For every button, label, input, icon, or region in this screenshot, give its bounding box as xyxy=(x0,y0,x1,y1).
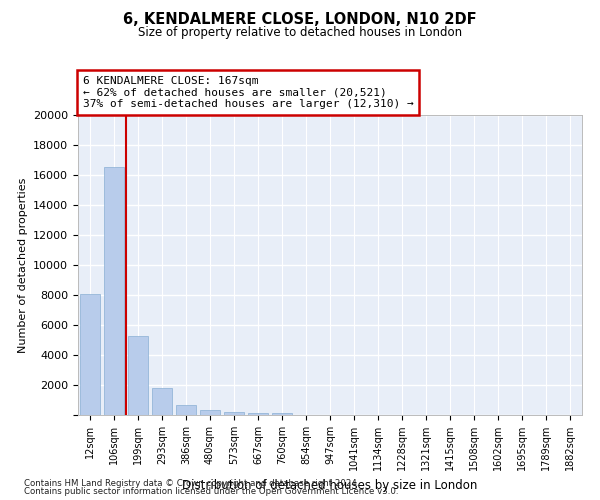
Bar xyxy=(80,294,100,415)
Bar xyxy=(272,413,292,415)
Text: 6, KENDALMERE CLOSE, LONDON, N10 2DF: 6, KENDALMERE CLOSE, LONDON, N10 2DF xyxy=(123,12,477,28)
X-axis label: Distribution of detached houses by size in London: Distribution of detached houses by size … xyxy=(182,478,478,492)
Y-axis label: Number of detached properties: Number of detached properties xyxy=(17,178,28,352)
Bar xyxy=(104,168,124,415)
Bar xyxy=(128,336,148,415)
Text: Contains HM Land Registry data © Crown copyright and database right 2024.: Contains HM Land Registry data © Crown c… xyxy=(24,478,359,488)
Bar xyxy=(248,413,268,415)
Bar xyxy=(152,388,172,415)
Text: Size of property relative to detached houses in London: Size of property relative to detached ho… xyxy=(138,26,462,39)
Text: Contains public sector information licensed under the Open Government Licence v3: Contains public sector information licen… xyxy=(24,487,398,496)
Bar xyxy=(200,410,220,415)
Text: 6 KENDALMERE CLOSE: 167sqm
← 62% of detached houses are smaller (20,521)
37% of : 6 KENDALMERE CLOSE: 167sqm ← 62% of deta… xyxy=(83,76,414,109)
Bar xyxy=(176,405,196,415)
Bar xyxy=(224,412,244,415)
